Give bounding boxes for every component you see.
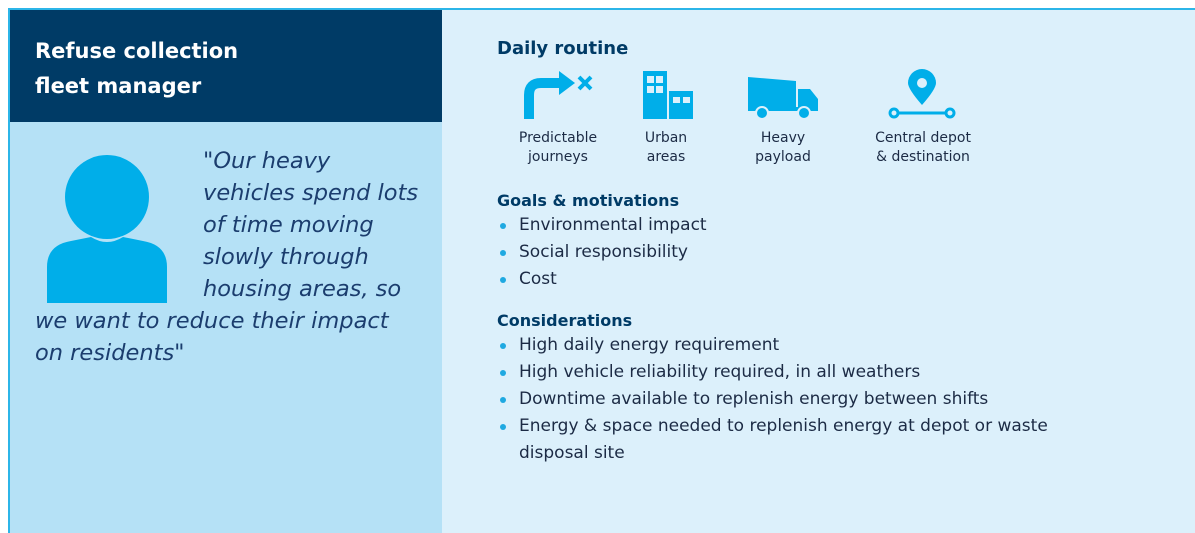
- routine-label: Predictable: [518, 130, 598, 146]
- goal-list: Environmental impact Social responsibilit…: [497, 212, 1187, 293]
- right-panel: Daily routine Predictable journeys Urban ar…: [497, 10, 1187, 467]
- routine-label: areas: [646, 149, 686, 165]
- routine-icon: [748, 77, 818, 120]
- quote: "Our heavy vehicles spend lots of time m…: [35, 148, 419, 366]
- routine-label: Urban: [644, 130, 688, 146]
- left-panel: Refuse collection fleet manager "Our hea…: [10, 10, 442, 533]
- goal-item: Social responsibility: [497, 239, 1187, 266]
- consideration-item: Energy & space needed to replenish energ…: [497, 413, 1057, 467]
- routine-icon: [643, 71, 693, 119]
- persona-card: Refuse collection fleet manager "Our hea…: [8, 8, 1195, 533]
- icon-row: Predictable journeys Urban areas Heavy payloa…: [497, 67, 1187, 167]
- routine-icon: [888, 69, 956, 119]
- routine-label: journeys: [528, 149, 588, 165]
- quote-block: "Our heavy vehicles spend lots of time m…: [35, 145, 420, 369]
- routine-label: & destination: [876, 149, 970, 165]
- consideration-item: Downtime available to replenish energy b…: [497, 386, 1057, 413]
- section-heading: Considerations: [497, 311, 633, 330]
- routine-label: Heavy: [760, 130, 806, 146]
- routine-label: Central depot: [875, 130, 971, 146]
- goal-item: Environmental impact: [497, 212, 1187, 239]
- routine-item: Central depot & destination: [853, 67, 993, 167]
- title-line: Refuse collection: [35, 39, 239, 63]
- consideration-item: High daily energy requirement: [497, 332, 1057, 359]
- routine-item: Urban areas: [619, 67, 713, 167]
- goal-item: Cost: [497, 266, 1187, 293]
- section-heading: Daily routine: [497, 38, 629, 59]
- avatar-icon: [47, 155, 167, 303]
- title-line: fleet manager: [35, 74, 202, 98]
- title-block: Refuse collection fleet manager: [10, 10, 442, 122]
- routine-label: payload: [755, 149, 811, 165]
- routine-item: Heavy payload: [713, 67, 853, 167]
- routine-icon: [524, 71, 593, 119]
- consideration-list: High daily energy requirement High vehicl…: [497, 332, 1057, 467]
- routine-item: Predictable journeys: [497, 67, 619, 167]
- section-heading: Goals & motivations: [497, 191, 680, 210]
- consideration-item: High vehicle reliability required, in al…: [497, 359, 1057, 386]
